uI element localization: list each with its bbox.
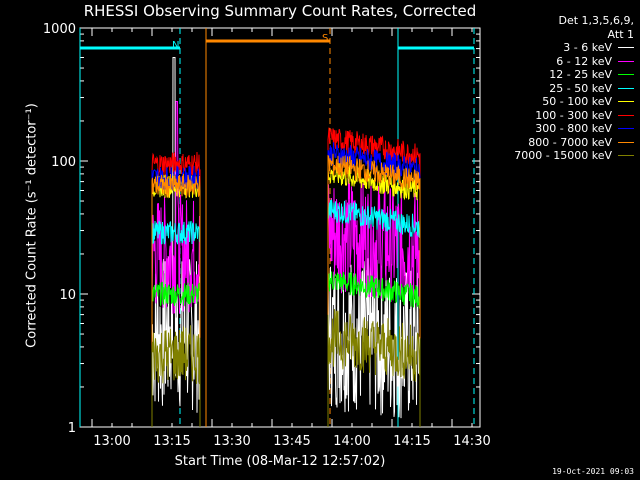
legend-swatch bbox=[618, 87, 634, 89]
legend-item: 6 - 12 keV bbox=[514, 55, 634, 69]
legend-swatch bbox=[618, 47, 634, 49]
legend-swatch bbox=[618, 128, 634, 130]
legend-label: 3 - 6 keV bbox=[563, 41, 612, 54]
legend-label: 300 - 800 keV bbox=[535, 122, 612, 135]
legend-item: 800 - 7000 keV bbox=[514, 136, 634, 150]
y-tick-label: 1000 bbox=[43, 22, 76, 37]
x-tick-label: 14:15 bbox=[393, 434, 430, 449]
legend-swatch bbox=[618, 60, 634, 62]
legend-item: 7000 - 15000 keV bbox=[514, 149, 634, 163]
flag-label: N bbox=[172, 40, 179, 51]
flag-label: S bbox=[322, 33, 328, 44]
series-line-7000-15000-kev bbox=[327, 309, 421, 427]
series-line-100-300-kev bbox=[151, 151, 201, 427]
legend-label: 25 - 50 keV bbox=[549, 81, 612, 95]
legend-label: 6 - 12 keV bbox=[556, 54, 612, 68]
legend-item: 3 - 6 keV bbox=[514, 41, 634, 55]
legend-label: 50 - 100 keV bbox=[542, 95, 612, 108]
legend-label: 7000 - 15000 keV bbox=[514, 149, 612, 162]
series-line-7000-15000-kev bbox=[151, 325, 201, 427]
series-line-25-50-kev bbox=[327, 199, 421, 427]
generation-timestamp: 19-Oct-2021 09:03 bbox=[552, 467, 634, 476]
legend-item: 25 - 50 keV bbox=[514, 82, 634, 96]
x-tick-label: 14:30 bbox=[453, 434, 490, 449]
legend-header-line-1: Det 1,3,5,6,9, bbox=[558, 14, 634, 27]
x-tick-label: 13:00 bbox=[93, 434, 130, 449]
legend-swatch bbox=[618, 141, 634, 143]
legend-item: 100 - 300 keV bbox=[514, 109, 634, 123]
x-axis-label: Start Time (08-Mar-12 12:57:02) bbox=[174, 454, 386, 469]
legend-label: 100 - 300 keV bbox=[535, 108, 612, 122]
y-axis-label: Corrected Count Rate (s⁻¹ detector⁻¹) bbox=[24, 103, 40, 348]
x-tick-label: 14:00 bbox=[333, 434, 370, 449]
series-line-25-50-kev bbox=[151, 220, 201, 427]
x-tick-label: 13:30 bbox=[213, 434, 250, 449]
legend-item: 12 - 25 keV bbox=[514, 68, 634, 82]
y-tick-label: 100 bbox=[51, 155, 76, 170]
legend: Det 1,3,5,6,9, Att 1 3 - 6 keV 6 - 12 keV… bbox=[514, 14, 634, 163]
legend-label: 12 - 25 keV bbox=[549, 68, 612, 81]
legend-label: 800 - 7000 keV bbox=[528, 135, 612, 149]
legend-item: 50 - 100 keV bbox=[514, 95, 634, 109]
series-line-800-7000-kev bbox=[151, 173, 201, 427]
x-tick-label: 13:45 bbox=[273, 434, 310, 449]
y-tick-label: 10 bbox=[59, 288, 76, 303]
y-tick-label: 1 bbox=[68, 421, 76, 436]
series-line-12-25-kev bbox=[327, 269, 421, 427]
legend-swatch bbox=[618, 114, 634, 116]
legend-swatch bbox=[618, 74, 634, 76]
series-line-3-6-kev bbox=[151, 57, 201, 427]
legend-swatch bbox=[618, 155, 634, 157]
legend-item: 300 - 800 keV bbox=[514, 122, 634, 136]
x-tick-label: 13:15 bbox=[153, 434, 190, 449]
series-line-800-7000-kev bbox=[327, 153, 421, 427]
legend-swatch bbox=[618, 101, 634, 103]
series-line-12-25-kev bbox=[151, 281, 201, 427]
legend-header-line-2: Att 1 bbox=[607, 27, 634, 41]
chart-title: RHESSI Observing Summary Count Rates, Co… bbox=[83, 2, 477, 20]
